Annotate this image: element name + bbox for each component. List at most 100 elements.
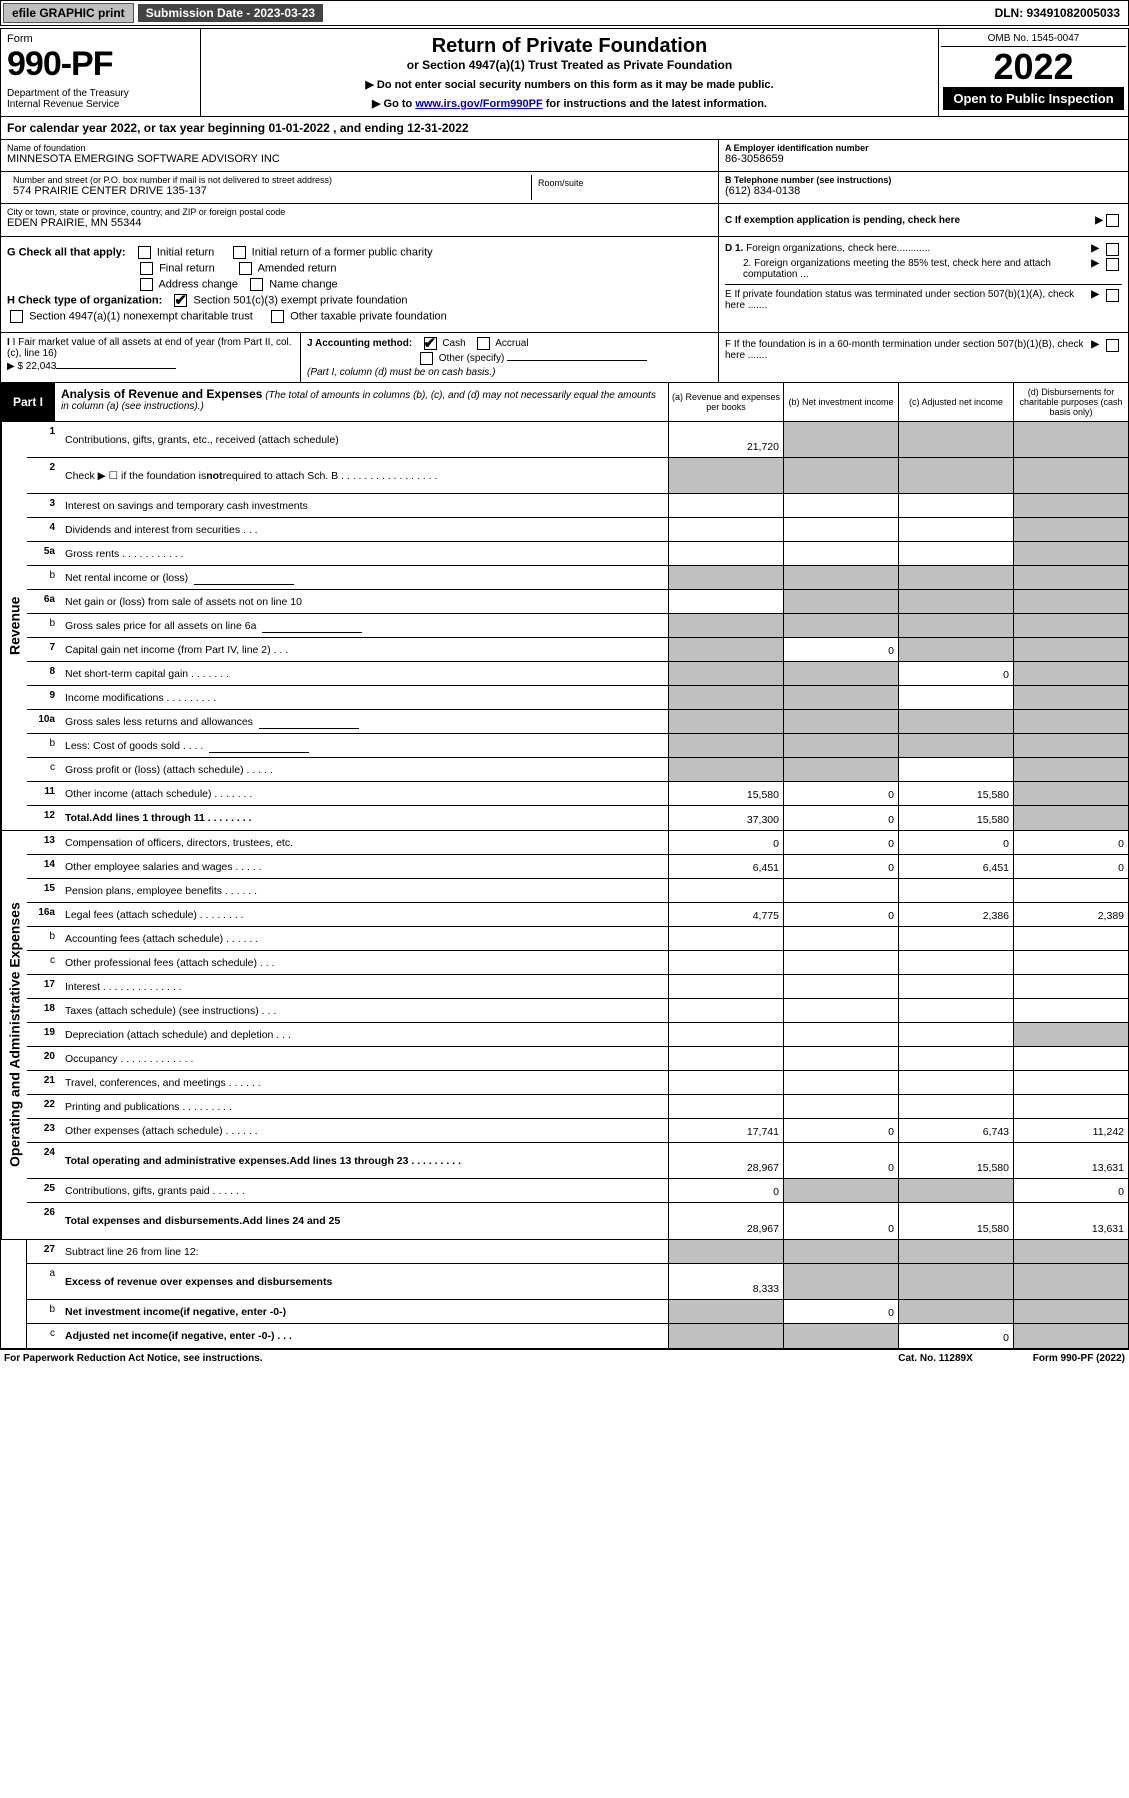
open-public-badge: Open to Public Inspection (943, 87, 1124, 110)
j-cash-checkbox[interactable] (424, 337, 437, 350)
footer-right: Form 990-PF (2022) (1033, 1353, 1125, 1364)
j-accrual-label: Accrual (495, 338, 528, 349)
cell-c (898, 1300, 1013, 1323)
d1-text: Foreign organizations, check here.......… (746, 243, 930, 254)
g-name-checkbox[interactable] (250, 278, 263, 291)
form-number: 990-PF (7, 45, 194, 84)
cell-a (668, 927, 783, 950)
j-other-label: Other (specify) (439, 353, 505, 364)
cell-d (1013, 1095, 1128, 1118)
cell-c (898, 542, 1013, 565)
table-row: 18Taxes (attach schedule) (see instructi… (27, 999, 1128, 1023)
cell-a (668, 590, 783, 613)
table-row: 20Occupancy . . . . . . . . . . . . . (27, 1047, 1128, 1071)
row-number: 25 (27, 1179, 61, 1202)
h-4947-checkbox[interactable] (10, 310, 23, 323)
cell-d (1013, 1047, 1128, 1070)
cell-d (1013, 422, 1128, 457)
table-row: 11Other income (attach schedule) . . . .… (27, 782, 1128, 806)
g-address-checkbox[interactable] (140, 278, 153, 291)
cell-b (783, 1047, 898, 1070)
cell-b: 0 (783, 1300, 898, 1323)
table-row: 26Total expenses and disbursements. Add … (27, 1203, 1128, 1239)
cell-d: 11,242 (1013, 1119, 1128, 1142)
instructions-link[interactable]: www.irs.gov/Form990PF (415, 98, 542, 110)
expenses-block: Operating and Administrative Expenses 13… (0, 831, 1129, 1240)
cell-a (668, 951, 783, 974)
cell-d (1013, 494, 1128, 517)
d2-checkbox[interactable] (1106, 258, 1119, 271)
table-row: 2Check ▶ ☐ if the foundation is not requ… (27, 458, 1128, 494)
col-b-head: (b) Net investment income (783, 383, 898, 421)
cell-c (898, 422, 1013, 457)
address-row: Number and street (or P.O. box number if… (1, 172, 718, 204)
form-header: Form 990-PF Department of the Treasury I… (0, 28, 1129, 117)
h-501c3-checkbox[interactable] (174, 294, 187, 307)
exemption-checkbox[interactable] (1106, 214, 1119, 227)
cell-c (898, 1071, 1013, 1094)
table-row: 17Interest . . . . . . . . . . . . . . (27, 975, 1128, 999)
cell-d: 13,631 (1013, 1203, 1128, 1239)
cell-d (1013, 686, 1128, 709)
cell-c (898, 734, 1013, 757)
d1-checkbox[interactable] (1106, 243, 1119, 256)
row-number: b (27, 566, 61, 589)
cell-b: 0 (783, 831, 898, 854)
cell-d (1013, 734, 1128, 757)
row-label: Total expenses and disbursements. Add li… (61, 1203, 668, 1239)
table-row: bGross sales price for all assets on lin… (27, 614, 1128, 638)
row-label: Net gain or (loss) from sale of assets n… (61, 590, 668, 613)
efile-print-button[interactable]: efile GRAPHIC print (3, 3, 134, 23)
cell-d (1013, 614, 1128, 637)
row-number: 26 (27, 1203, 61, 1239)
cell-c (898, 1095, 1013, 1118)
g-final-checkbox[interactable] (140, 262, 153, 275)
cell-b (783, 662, 898, 685)
table-row: 10aGross sales less returns and allowanc… (27, 710, 1128, 734)
cell-d (1013, 1300, 1128, 1323)
g-final-label: Final return (159, 262, 215, 274)
j-other-checkbox[interactable] (420, 352, 433, 365)
cell-a: 28,967 (668, 1143, 783, 1178)
cell-c: 15,580 (898, 806, 1013, 830)
g-initial-checkbox[interactable] (138, 246, 151, 259)
cell-c (898, 494, 1013, 517)
row-number: 6a (27, 590, 61, 613)
j-accrual-checkbox[interactable] (477, 337, 490, 350)
h-other-checkbox[interactable] (271, 310, 284, 323)
row-number: 9 (27, 686, 61, 709)
row-label: Capital gain net income (from Part IV, l… (61, 638, 668, 661)
row-number: 5a (27, 542, 61, 565)
row-label: Gross sales price for all assets on line… (61, 614, 668, 637)
row-label: Net investment income (if negative, ente… (61, 1300, 668, 1323)
cell-b (783, 879, 898, 902)
h-501c3-label: Section 501(c)(3) exempt private foundat… (193, 294, 407, 306)
entity-info: Name of foundation MINNESOTA EMERGING SO… (0, 140, 1129, 237)
g-initial-public-checkbox[interactable] (233, 246, 246, 259)
row-number: 11 (27, 782, 61, 805)
row-number: 8 (27, 662, 61, 685)
e-checkbox[interactable] (1106, 289, 1119, 302)
cell-b (783, 422, 898, 457)
cell-c (898, 975, 1013, 998)
cell-b (783, 686, 898, 709)
exemption-row: C If exemption application is pending, c… (719, 204, 1128, 236)
row-label: Contributions, gifts, grants, etc., rece… (61, 422, 668, 457)
h-4947-label: Section 4947(a)(1) nonexempt charitable … (29, 310, 253, 322)
row-number: c (27, 758, 61, 781)
dln-label: DLN: 93491082005033 (995, 6, 1126, 20)
row-label: Total operating and administrative expen… (61, 1143, 668, 1178)
ein-row: A Employer identification number 86-3058… (719, 140, 1128, 172)
row-number: 19 (27, 1023, 61, 1046)
cell-a (668, 614, 783, 637)
cell-b (783, 1324, 898, 1348)
cell-c: 15,580 (898, 1143, 1013, 1178)
cell-b (783, 590, 898, 613)
row-number: 27 (27, 1240, 61, 1263)
row-label: Gross sales less returns and allowances (61, 710, 668, 733)
city-label: City or town, state or province, country… (7, 207, 712, 217)
g-amended-checkbox[interactable] (239, 262, 252, 275)
cell-c: 0 (898, 831, 1013, 854)
cell-c (898, 1047, 1013, 1070)
f-checkbox[interactable] (1106, 339, 1119, 352)
